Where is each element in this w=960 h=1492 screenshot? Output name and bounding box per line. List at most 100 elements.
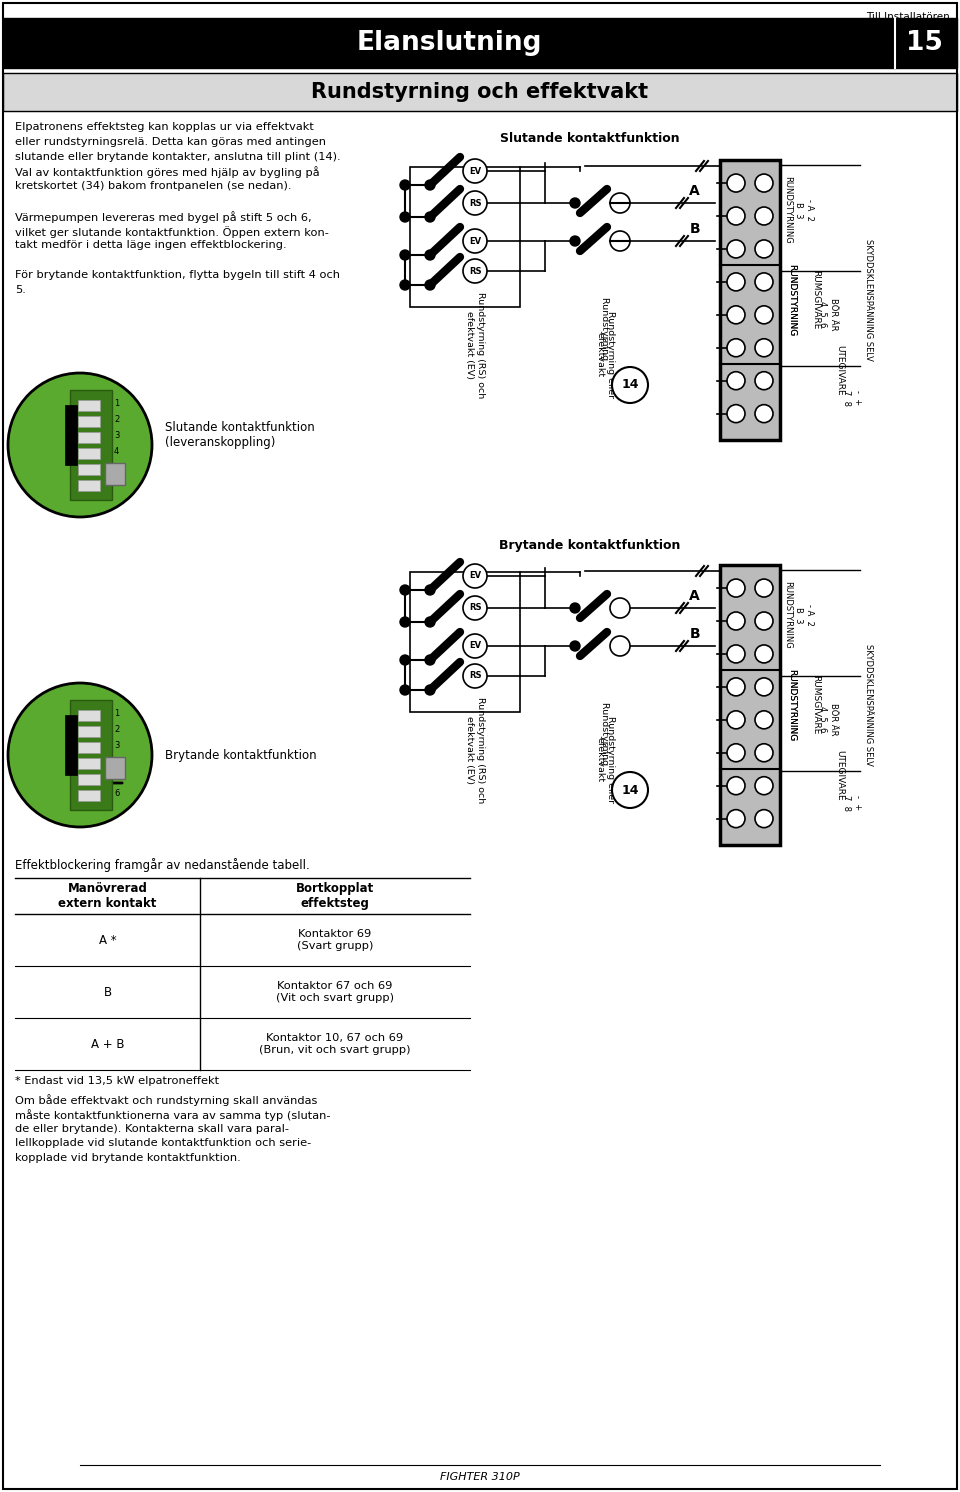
Text: 2: 2 [114, 725, 119, 734]
Text: 1: 1 [114, 400, 119, 409]
Text: - A  2
B  3: - A 2 B 3 [794, 200, 814, 221]
Text: RUNDSTYRNING: RUNDSTYRNING [787, 668, 797, 742]
Bar [78, 758, 100, 768]
Bar [78, 789, 100, 801]
Circle shape [727, 777, 745, 795]
Circle shape [425, 655, 435, 665]
Bar [3, 73, 957, 110]
Text: * Endast vid 13,5 kW elpatroneffekt: * Endast vid 13,5 kW elpatroneffekt [15, 1076, 219, 1086]
Circle shape [400, 212, 410, 222]
Circle shape [727, 175, 745, 192]
Bar [720, 160, 780, 440]
Text: Manövrerad
extern kontakt: Manövrerad extern kontakt [59, 882, 156, 910]
Text: RUNDSTYRNING: RUNDSTYRNING [787, 264, 797, 336]
Text: Effektblockering framgår av nedanstående tabell.: Effektblockering framgår av nedanstående… [15, 858, 310, 871]
Text: A *: A * [99, 934, 116, 946]
Text: -  +
7  8: - + 7 8 [842, 795, 862, 812]
Circle shape [610, 231, 630, 251]
Circle shape [755, 810, 773, 828]
Circle shape [755, 579, 773, 597]
Text: 5: 5 [114, 464, 119, 473]
Text: Brytande kontaktfunktion: Brytande kontaktfunktion [499, 539, 681, 552]
Text: Slutande kontaktfunktion: Slutande kontaktfunktion [500, 131, 680, 145]
Text: Rundstyrning och effektvakt: Rundstyrning och effektvakt [311, 82, 649, 101]
Text: 4: 4 [114, 758, 119, 767]
Text: RS: RS [468, 603, 481, 613]
Text: 3: 3 [114, 431, 119, 440]
Text: RUNDSTYRNING: RUNDSTYRNING [783, 176, 793, 243]
Circle shape [463, 595, 487, 621]
Circle shape [463, 634, 487, 658]
Circle shape [400, 181, 410, 189]
Text: Rundstyrning (RS) och
efektvakt (EV): Rundstyrning (RS) och efektvakt (EV) [466, 292, 485, 398]
Text: RS: RS [468, 198, 481, 207]
Bar [78, 433, 100, 443]
Bar [105, 463, 125, 485]
Bar [105, 756, 125, 779]
Circle shape [400, 251, 410, 260]
Text: EV: EV [468, 167, 481, 176]
Text: takt medför i detta läge ingen effektblockering.: takt medför i detta läge ingen effektblo… [15, 240, 287, 251]
Circle shape [612, 367, 648, 403]
Circle shape [727, 404, 745, 422]
Circle shape [463, 260, 487, 283]
Circle shape [400, 655, 410, 665]
Bar [78, 400, 100, 410]
Circle shape [425, 212, 435, 222]
Circle shape [755, 710, 773, 728]
Circle shape [400, 618, 410, 627]
Circle shape [755, 645, 773, 662]
Circle shape [727, 677, 745, 695]
Circle shape [425, 181, 435, 189]
Circle shape [425, 585, 435, 595]
Text: A: A [689, 184, 700, 198]
Circle shape [8, 373, 152, 518]
Circle shape [610, 192, 630, 213]
Text: Rundstyrning: Rundstyrning [601, 297, 610, 363]
Circle shape [425, 685, 435, 695]
Text: 6: 6 [114, 789, 119, 798]
Circle shape [727, 612, 745, 630]
Bar [78, 464, 100, 474]
Text: B: B [689, 222, 700, 236]
Text: SKYDDSKLENSPÄNNING SELV: SKYDDSKLENSPÄNNING SELV [863, 645, 873, 765]
Circle shape [610, 598, 630, 618]
Circle shape [755, 677, 773, 695]
Bar [78, 742, 100, 753]
Text: lellkopplade vid slutande kontaktfunktion och serie-: lellkopplade vid slutande kontaktfunktio… [15, 1138, 311, 1149]
Circle shape [755, 273, 773, 291]
Bar [70, 389, 112, 500]
Circle shape [570, 236, 580, 246]
Circle shape [755, 240, 773, 258]
Text: Brytande kontaktfunktion: Brytande kontaktfunktion [165, 749, 317, 761]
Text: Slutande kontaktfunktion
(leveranskoppling): Slutande kontaktfunktion (leveranskoppli… [165, 421, 315, 449]
Circle shape [755, 372, 773, 389]
Circle shape [755, 745, 773, 762]
Circle shape [463, 160, 487, 184]
Circle shape [425, 251, 435, 260]
Text: 2: 2 [114, 415, 119, 425]
Circle shape [400, 685, 410, 695]
Text: UTEGIVARE: UTEGIVARE [835, 749, 845, 800]
Text: För brytande kontaktfunktion, flytta bygeln till stift 4 och: För brytande kontaktfunktion, flytta byg… [15, 270, 340, 280]
Text: eller rundstyrningsrelä. Detta kan göras med antingen: eller rundstyrningsrelä. Detta kan göras… [15, 137, 326, 146]
Bar [410, 167, 520, 307]
Text: vilket ger slutande kontaktfunktion. Öppen extern kon-: vilket ger slutande kontaktfunktion. Öpp… [15, 225, 329, 237]
Bar [720, 565, 780, 844]
Text: 4: 4 [114, 448, 119, 457]
Bar [78, 480, 100, 491]
Text: Rundstyrning eller
efektvakt: Rundstyrning eller efektvakt [595, 716, 614, 804]
Circle shape [463, 664, 487, 688]
Text: RS: RS [468, 267, 481, 276]
Text: Kontaktor 10, 67 och 69
(Brun, vit och svart grupp): Kontaktor 10, 67 och 69 (Brun, vit och s… [259, 1032, 411, 1055]
Text: SKYDDSKLENSPÄNNING SELV: SKYDDSKLENSPÄNNING SELV [863, 239, 873, 361]
Circle shape [610, 636, 630, 656]
Text: A + B: A + B [91, 1037, 124, 1050]
Text: Kontaktor 67 och 69
(Vit och svart grupp): Kontaktor 67 och 69 (Vit och svart grupp… [276, 982, 394, 1003]
Text: kretskortet (34) bakom frontpanelen (se nedan).: kretskortet (34) bakom frontpanelen (se … [15, 181, 292, 191]
Text: RUNDSTYRNING: RUNDSTYRNING [787, 264, 797, 336]
Circle shape [425, 280, 435, 289]
Text: RUMSGIVARE: RUMSGIVARE [811, 676, 821, 734]
Text: Rundstyrning (RS) och
efektvakt (EV): Rundstyrning (RS) och efektvakt (EV) [466, 697, 485, 803]
Text: B: B [104, 986, 111, 998]
